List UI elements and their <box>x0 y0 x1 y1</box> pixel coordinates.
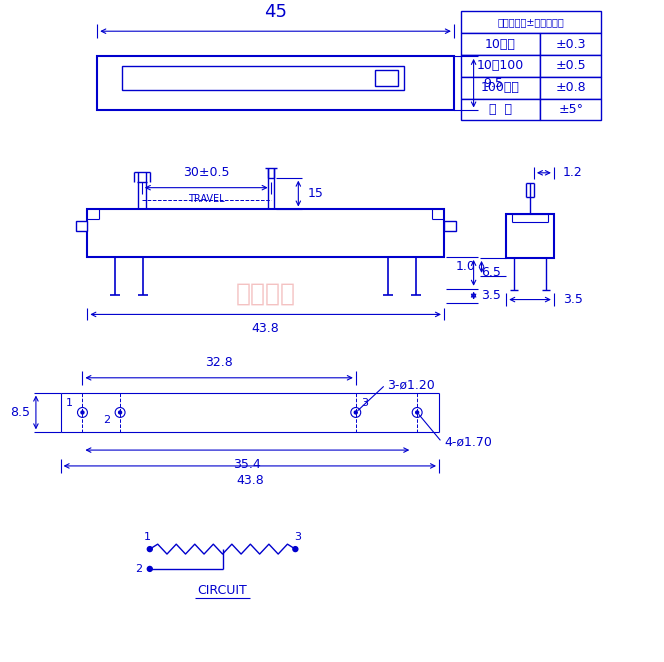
Bar <box>374 70 398 85</box>
Text: 3-ø1.20: 3-ø1.20 <box>388 378 435 391</box>
Text: 35.4: 35.4 <box>234 458 261 471</box>
Bar <box>461 33 540 55</box>
Circle shape <box>81 411 84 414</box>
Text: 未指定容許±尺寸之公差: 未指定容許±尺寸之公差 <box>497 17 564 27</box>
Text: 100以下: 100以下 <box>481 81 520 94</box>
Circle shape <box>119 411 122 414</box>
Bar <box>461 11 602 33</box>
Text: 45: 45 <box>264 3 287 21</box>
Bar <box>461 99 540 120</box>
Bar <box>540 33 602 55</box>
Text: 2: 2 <box>135 564 142 574</box>
Bar <box>540 77 602 99</box>
Text: 1: 1 <box>144 532 151 542</box>
Bar <box>444 221 456 231</box>
Circle shape <box>416 411 418 414</box>
Text: 1.0: 1.0 <box>456 260 475 273</box>
Text: 3: 3 <box>361 398 368 408</box>
Circle shape <box>355 411 357 414</box>
Bar <box>122 66 404 89</box>
Circle shape <box>147 567 152 571</box>
Text: 华图贸易: 华图贸易 <box>236 281 295 306</box>
Text: 8.5: 8.5 <box>10 406 30 419</box>
Text: TRAVEL: TRAVEL <box>188 193 224 204</box>
Bar <box>76 221 88 231</box>
Text: 30±0.5: 30±0.5 <box>183 166 230 179</box>
Text: 角  度: 角 度 <box>489 103 512 116</box>
Text: ±0.5: ±0.5 <box>555 60 586 72</box>
Text: 1: 1 <box>66 398 72 408</box>
Text: 10～100: 10～100 <box>477 60 524 72</box>
Bar <box>506 214 554 258</box>
Text: ±5°: ±5° <box>558 103 583 116</box>
Text: 32.8: 32.8 <box>205 356 233 369</box>
Bar <box>540 55 602 77</box>
Circle shape <box>293 547 298 551</box>
Text: 9.5: 9.5 <box>483 77 503 89</box>
Bar <box>88 209 444 257</box>
Text: ±0.8: ±0.8 <box>555 81 586 94</box>
Text: 4-ø1.70: 4-ø1.70 <box>444 436 492 449</box>
Text: 3: 3 <box>294 532 301 542</box>
Bar <box>98 56 454 111</box>
Text: 43.8: 43.8 <box>252 322 280 336</box>
Text: 10以下: 10以下 <box>485 38 516 50</box>
Bar <box>461 55 540 77</box>
Text: 15: 15 <box>307 187 323 200</box>
Text: ±0.3: ±0.3 <box>555 38 586 50</box>
Text: 3.5: 3.5 <box>562 293 582 306</box>
Circle shape <box>147 547 152 551</box>
Text: CIRCUIT: CIRCUIT <box>198 584 248 597</box>
Text: 3.5: 3.5 <box>481 289 501 302</box>
Text: 2: 2 <box>103 415 110 426</box>
Bar <box>461 77 540 99</box>
Text: 43.8: 43.8 <box>236 474 264 487</box>
Text: 6.5: 6.5 <box>481 266 501 279</box>
Text: 1.2: 1.2 <box>562 166 582 179</box>
Bar <box>540 99 602 120</box>
